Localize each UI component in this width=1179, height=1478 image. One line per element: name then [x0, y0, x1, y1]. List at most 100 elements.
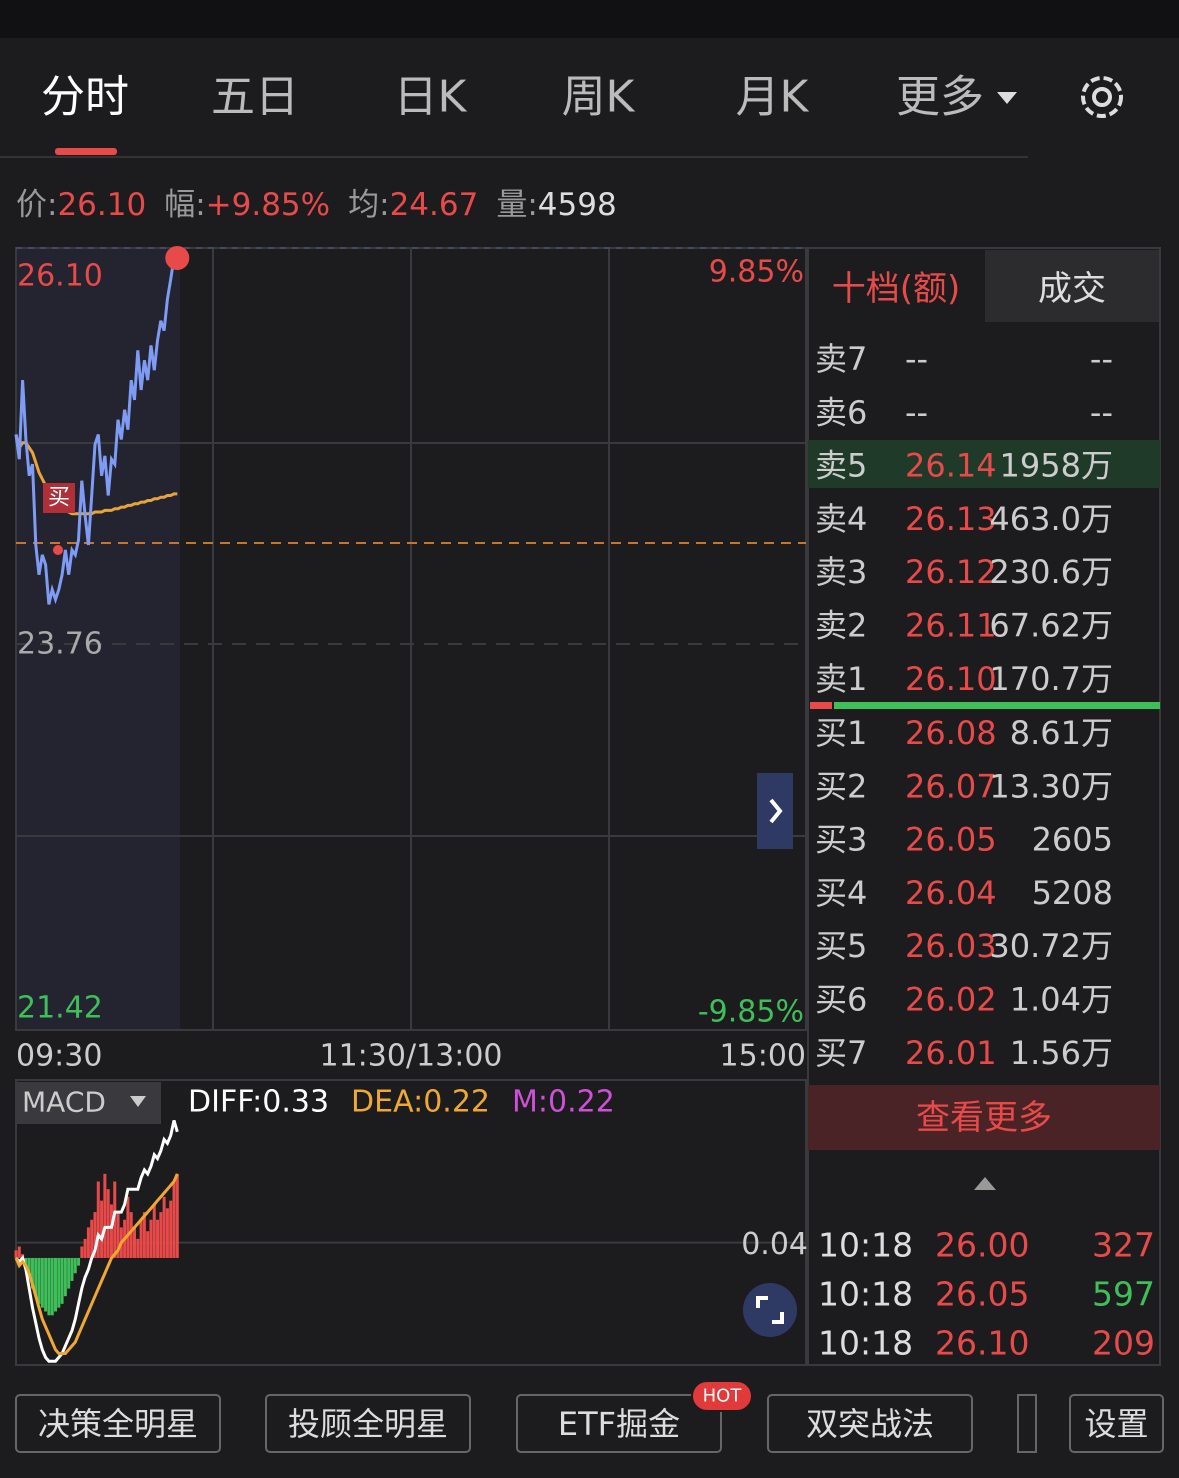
- fullscreen-button[interactable]: [743, 1283, 797, 1337]
- diff-line: [14, 1119, 179, 1363]
- book-level: 卖4: [815, 500, 867, 538]
- fullscreen-icon: [756, 1296, 784, 1324]
- book-tab[interactable]: 十档(额): [832, 269, 961, 309]
- macd-bar: [100, 1200, 104, 1258]
- macd-bar: [63, 1257, 67, 1297]
- stat-label: 均:: [348, 187, 389, 223]
- macd-bar: [86, 1227, 90, 1258]
- trade-price: 26.05: [935, 1275, 1029, 1314]
- trade-time: 10:18: [818, 1226, 913, 1265]
- macd-bar: [34, 1257, 38, 1297]
- buy-marker: [43, 483, 75, 513]
- macd-bar: [136, 1238, 140, 1258]
- bottom-button-label[interactable]: 决策全明星: [38, 1405, 198, 1443]
- book-level: 卖5: [815, 447, 867, 485]
- book-tab[interactable]: 成交: [1038, 269, 1106, 309]
- book-level: 卖7: [815, 340, 867, 378]
- macd-bar: [152, 1204, 156, 1258]
- book-price: --: [905, 393, 928, 431]
- y-tick-label: 0.04: [741, 1227, 808, 1262]
- settings-icon[interactable]: [1081, 76, 1123, 118]
- x-tick-label: 15:00: [720, 1039, 806, 1074]
- tab[interactable]: 周K: [562, 72, 636, 123]
- book-tab-bg[interactable]: [985, 250, 1159, 322]
- indicator-name[interactable]: MACD: [22, 1086, 106, 1119]
- book-price: 26.10: [905, 660, 997, 698]
- bottom-button-label[interactable]: 设置: [1084, 1405, 1148, 1443]
- bottom-button-label[interactable]: 双突战法: [806, 1405, 934, 1443]
- book-price: 26.02: [905, 981, 997, 1019]
- gear-hole: [1092, 87, 1112, 107]
- book-level: 买1: [815, 714, 867, 752]
- expand-arrow[interactable]: [974, 1177, 996, 1190]
- book-amount: 67.62万: [989, 607, 1113, 645]
- macd-bar: [83, 1238, 87, 1258]
- macd-bar: [50, 1257, 54, 1316]
- x-tick-label: 09:30: [16, 1039, 102, 1074]
- tab[interactable]: 更多: [896, 72, 984, 123]
- macd-bar: [40, 1257, 44, 1308]
- macd-bar: [47, 1257, 51, 1316]
- macd-bar: [159, 1212, 163, 1258]
- macd-bar: [60, 1257, 64, 1304]
- tab[interactable]: 分时: [41, 72, 129, 123]
- trade-price: 26.10: [935, 1324, 1029, 1363]
- macd-bar: [169, 1200, 173, 1258]
- stat-value: 4598: [538, 187, 617, 223]
- book-price: 26.13: [905, 500, 997, 538]
- book-level: 买5: [815, 927, 867, 965]
- macd-bar: [80, 1246, 84, 1258]
- ratio-sell: [834, 702, 1160, 709]
- status-bar: [0, 0, 1179, 38]
- bottom-button-label[interactable]: 投顾全明星: [288, 1405, 448, 1443]
- macd-bar: [146, 1231, 150, 1258]
- macd-bar: [162, 1196, 166, 1258]
- book-amount: 1.04万: [1010, 981, 1113, 1019]
- tab[interactable]: 五日: [211, 72, 299, 123]
- macd-bar: [149, 1219, 153, 1258]
- collapse-button[interactable]: [757, 773, 793, 849]
- book-level: 卖1: [815, 660, 867, 698]
- tab[interactable]: 月K: [736, 72, 810, 123]
- tab[interactable]: 日K: [394, 72, 468, 123]
- more-button[interactable]: [808, 1085, 1160, 1150]
- macd-bar: [90, 1219, 94, 1258]
- stat-value: +9.85%: [206, 187, 330, 223]
- macd-bar: [37, 1257, 41, 1304]
- more-label[interactable]: 查看更多: [916, 1098, 1052, 1138]
- macd-bar: [96, 1181, 100, 1258]
- macd-bar: [77, 1257, 81, 1266]
- bottom-button[interactable]: [516, 1394, 722, 1453]
- book-price: 26.12: [905, 553, 997, 591]
- macd-bar: [106, 1189, 110, 1258]
- bottom-button[interactable]: [1069, 1394, 1164, 1453]
- bottom-button[interactable]: [767, 1394, 973, 1453]
- tab-underline: [55, 148, 117, 155]
- chevron: [769, 798, 783, 824]
- trade-time: 10:18: [818, 1324, 913, 1363]
- bottom-button-label[interactable]: ETF掘金: [558, 1405, 680, 1443]
- trade-dot: [53, 545, 63, 555]
- bottom-button[interactable]: [15, 1394, 221, 1453]
- book-amount: 2605: [1032, 821, 1113, 859]
- book-price: 26.04: [905, 874, 997, 912]
- book-amount: 1.56万: [1010, 1034, 1113, 1072]
- button-partial[interactable]: [1017, 1394, 1037, 1453]
- macd-bar: [17, 1246, 21, 1258]
- book-level: 卖6: [815, 393, 867, 431]
- price-line: [14, 256, 178, 605]
- buy-marker-label: 买: [48, 486, 70, 511]
- book-amount: 1958万: [1000, 447, 1113, 485]
- macd-bar: [126, 1196, 130, 1258]
- book-amount: 5208: [1032, 874, 1113, 912]
- macd-bar: [142, 1212, 146, 1258]
- macd-bar: [24, 1257, 28, 1266]
- book-price: --: [905, 340, 928, 378]
- stat-label: 幅:: [164, 187, 205, 223]
- macd-bar: [57, 1257, 61, 1308]
- bottom-button[interactable]: [265, 1394, 471, 1453]
- book-frame: [807, 247, 1161, 1366]
- book-level: 买6: [815, 981, 867, 1019]
- percent-label: -9.85%: [698, 995, 804, 1030]
- book-price: 26.01: [905, 1034, 997, 1072]
